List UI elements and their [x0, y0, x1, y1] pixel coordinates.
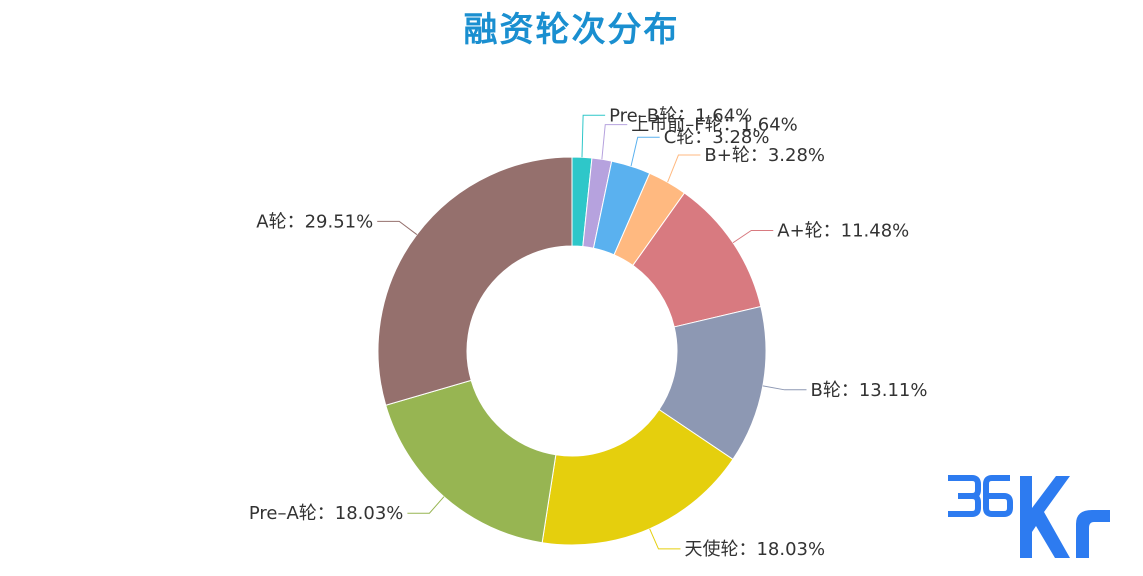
- data-label-1: 上市前–F轮：1.64%: [631, 115, 798, 136]
- leader-line-6: [649, 528, 681, 550]
- data-label-8: A轮：29.51%: [256, 211, 373, 232]
- data-label-4: A+轮：11.48%: [777, 220, 909, 241]
- data-label-5: B轮：13.11%: [810, 380, 927, 401]
- slice-7[interactable]: [385, 379, 557, 544]
- leader-line-7: [407, 496, 445, 514]
- leader-line-8: [377, 220, 418, 235]
- data-label-2: C轮：3.28%: [664, 127, 770, 148]
- data-label-7: Pre–A轮：18.03%: [249, 503, 404, 524]
- leader-line-1: [601, 124, 628, 160]
- data-label-6: 天使轮：18.03%: [684, 539, 825, 560]
- 36kr-logo: [948, 475, 1110, 558]
- slice-6[interactable]: [541, 408, 734, 546]
- leader-line-5: [762, 385, 807, 391]
- chart-title: 融资轮次分布: [463, 10, 680, 50]
- leader-line-0: [581, 114, 606, 158]
- slice-8[interactable]: [377, 156, 573, 406]
- data-label-3: B+轮：3.28%: [704, 145, 825, 166]
- data-label-0: Pre–B轮：1.64%: [609, 105, 752, 126]
- leader-line-4: [732, 229, 774, 244]
- leader-line-2: [630, 136, 660, 167]
- leader-line-3: [667, 154, 701, 183]
